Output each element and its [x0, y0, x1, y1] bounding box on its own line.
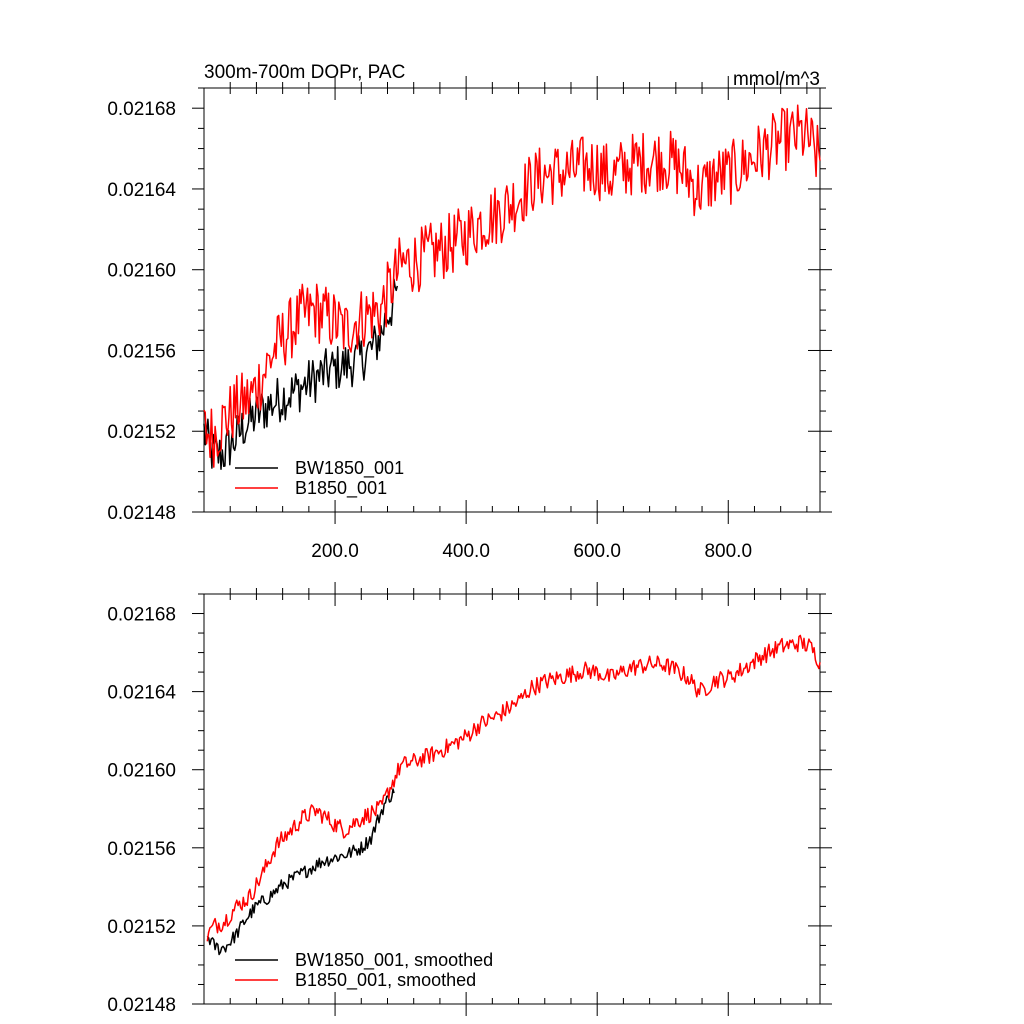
y-tick-label: 0.02164: [107, 683, 176, 704]
series-line-b1850: [203, 104, 821, 468]
plot-frame: [203, 87, 821, 513]
series-line-bw1850: [206, 788, 395, 956]
y-tick-label: 0.02156: [107, 341, 176, 362]
y-tick-label: 0.02152: [107, 917, 176, 938]
y-tick-label: 0.02160: [107, 761, 176, 782]
legend-label: B1850_001, smoothed: [295, 970, 476, 991]
chart-panel-1: 200.0 400.0 600.0 800.0 0.02148 0.02152 0.0215…: [107, 62, 832, 562]
y-tick-label: 0.02148: [107, 995, 176, 1016]
x-tick-label: 600.0: [573, 541, 621, 562]
y-tick-label: 0.02168: [107, 99, 176, 120]
legend-label: BW1850_001, smoothed: [295, 950, 493, 971]
y-tick-label: 0.02148: [107, 503, 176, 524]
series-line-bw1850: [203, 278, 399, 470]
x-tick-label: 800.0: [704, 541, 752, 562]
x-tick-label: 200.0: [311, 541, 359, 562]
y-tick-label: 0.02164: [107, 180, 176, 201]
chart-title: 300m-700m DOPr, PAC: [204, 62, 405, 83]
units-label: mmol/m^3: [733, 69, 820, 90]
y-tick-label: 0.02156: [107, 839, 176, 860]
series-line-b1850: [206, 634, 821, 942]
y-tick-label: 0.02168: [107, 605, 176, 626]
x-tick-label: 400.0: [442, 541, 490, 562]
plot-frame: [203, 593, 821, 1005]
legend-label: B1850_001: [295, 478, 387, 499]
y-tick-label: 0.02152: [107, 422, 176, 443]
chart-panel-2: 0.02148 0.02152 0.02156 0.02160 0.02164 0.021…: [107, 582, 832, 1016]
legend-label: BW1850_001: [295, 458, 404, 479]
y-tick-label: 0.02160: [107, 261, 176, 282]
